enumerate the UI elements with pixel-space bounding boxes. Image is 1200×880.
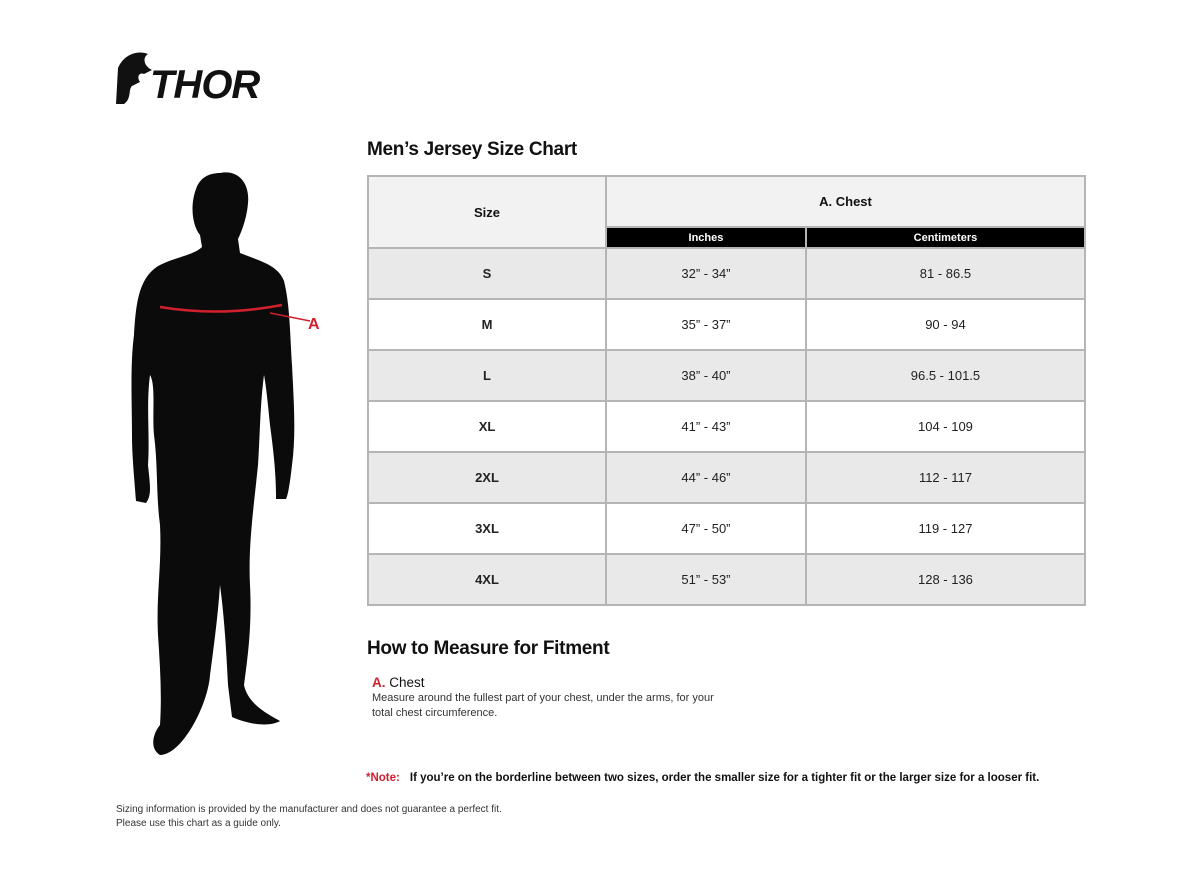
- note: *Note: If you’re on the borderline betwee…: [366, 772, 1040, 784]
- size-cell: 2XL: [367, 451, 607, 504]
- table-row: XL 41” - 43” 104 - 109: [367, 400, 1087, 453]
- svg-text:THOR: THOR: [150, 63, 260, 107]
- cm-cell: 104 - 109: [804, 400, 1087, 453]
- inches-cell: 51” - 53”: [605, 553, 807, 606]
- table-row: 2XL 44” - 46” 112 - 117: [367, 451, 1087, 504]
- size-cell: 3XL: [367, 502, 607, 555]
- inches-cell: 41” - 43”: [605, 400, 807, 453]
- table-row: M 35” - 37” 90 - 94: [367, 298, 1087, 351]
- cm-cell: 81 - 86.5: [804, 247, 1087, 300]
- inches-cell: 44” - 46”: [605, 451, 807, 504]
- chart-title: Men’s Jersey Size Chart: [367, 139, 577, 160]
- inches-cell: 32” - 34”: [605, 247, 807, 300]
- inches-cell: 38” - 40”: [605, 349, 807, 402]
- inches-cell: 47” - 50”: [605, 502, 807, 555]
- table-row: S 32” - 34” 81 - 86.5: [367, 247, 1087, 300]
- table-row: 4XL 51” - 53” 128 - 136: [367, 553, 1087, 606]
- header-centimeters: Centimeters: [804, 226, 1087, 249]
- cm-cell: 90 - 94: [804, 298, 1087, 351]
- marker-label-a: A: [308, 316, 320, 333]
- body-silhouette: A: [131, 172, 320, 755]
- header-inches: Inches: [605, 226, 807, 249]
- size-cell: M: [367, 298, 607, 351]
- measure-title: How to Measure for Fitment: [367, 638, 610, 659]
- cm-cell: 128 - 136: [804, 553, 1087, 606]
- thor-logo: THOR: [116, 52, 261, 107]
- cm-cell: 119 - 127: [804, 502, 1087, 555]
- size-cell: XL: [367, 400, 607, 453]
- measure-description: Measure around the fullest part of your …: [372, 692, 714, 719]
- disclaimer: Sizing information is provided by the ma…: [116, 804, 502, 829]
- table-row: L 38” - 40” 96.5 - 101.5: [367, 349, 1087, 402]
- cm-cell: 96.5 - 101.5: [804, 349, 1087, 402]
- inches-cell: 35” - 37”: [605, 298, 807, 351]
- cm-cell: 112 - 117: [804, 451, 1087, 504]
- header-chest: A. Chest: [605, 175, 1086, 228]
- size-chart-table: Size A. Chest Inches Centimeters S 32” - …: [367, 175, 1087, 606]
- size-cell: S: [367, 247, 607, 300]
- size-cell: 4XL: [367, 553, 607, 606]
- size-cell: L: [367, 349, 607, 402]
- header-size: Size: [367, 175, 607, 249]
- table-row: 3XL 47” - 50” 119 - 127: [367, 502, 1087, 555]
- measure-label: A. Chest: [372, 675, 425, 690]
